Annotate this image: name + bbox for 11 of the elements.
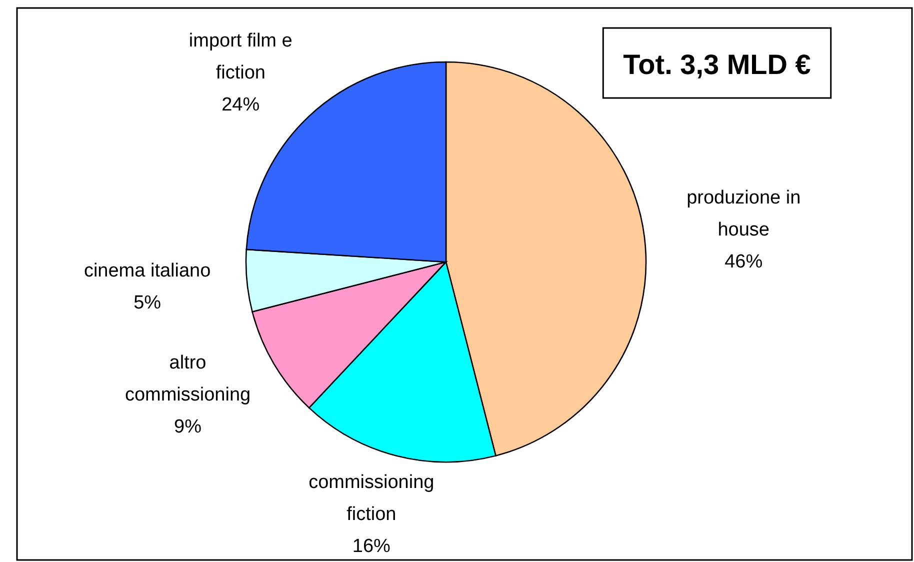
data-label: 5% xyxy=(134,292,162,314)
slice-label: import film e fiction xyxy=(188,30,292,84)
slice-label: commissioning fiction xyxy=(308,472,434,525)
data-label: 9% xyxy=(174,416,202,438)
data-label: 24% xyxy=(222,94,260,116)
slice-label: altro commissioning xyxy=(124,352,251,406)
text: Tot. 3,3 MLD € xyxy=(623,49,812,80)
data-label: 16% xyxy=(352,536,391,557)
slice-label: produzione in house xyxy=(686,187,801,240)
data-label: 46% xyxy=(724,251,763,272)
slice-label: cinema italiano xyxy=(84,260,211,282)
